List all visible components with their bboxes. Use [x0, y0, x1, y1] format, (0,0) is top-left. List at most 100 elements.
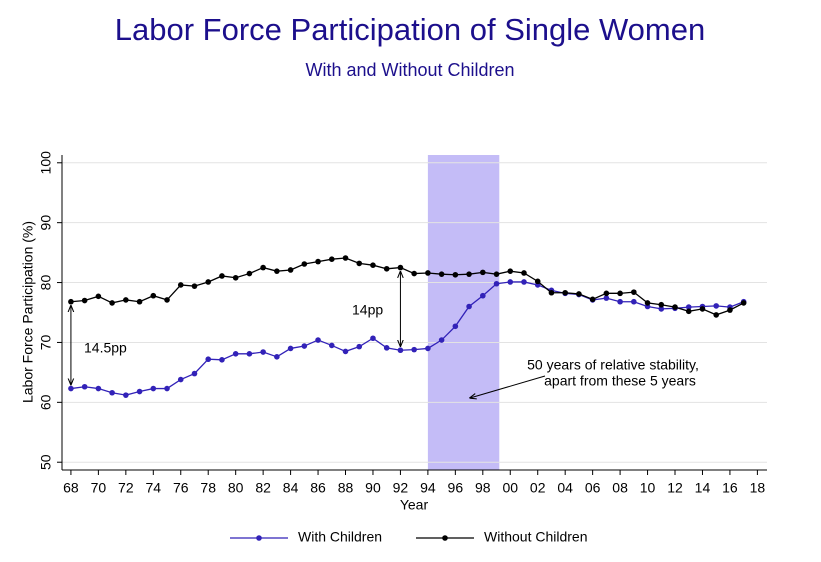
data-point: [136, 298, 143, 305]
series-line: [70, 257, 744, 316]
x-tick-label: 08: [612, 480, 628, 496]
data-point: [493, 271, 500, 277]
data-point: [109, 389, 115, 396]
data-point: [713, 303, 720, 309]
x-tick-label: 80: [228, 480, 244, 496]
data-point: [685, 304, 692, 310]
x-tick-label: 72: [118, 480, 134, 496]
x-tick-label: 70: [91, 480, 107, 496]
x-tick-label: 18: [750, 480, 766, 496]
data-point: [493, 280, 500, 287]
data-point: [507, 279, 514, 285]
data-point: [219, 273, 225, 279]
x-tick-label: 84: [283, 480, 299, 496]
data-point: [328, 342, 335, 349]
annotation: apart from these 5 years: [544, 373, 696, 389]
data-point: [480, 269, 486, 276]
x-tick-label: 82: [255, 480, 271, 496]
x-tick-label: 74: [146, 480, 162, 496]
data-point: [232, 351, 239, 357]
data-point: [287, 345, 294, 352]
x-tick-label: 88: [338, 480, 354, 496]
data-point: [617, 290, 623, 297]
x-tick-label: 04: [557, 480, 573, 496]
data-point: [603, 295, 610, 301]
annotation: 14pp: [352, 302, 383, 318]
data-point: [109, 300, 115, 306]
data-point: [534, 278, 541, 285]
y-tick-label: 50: [38, 454, 54, 470]
x-tick-label: 76: [173, 480, 189, 496]
x-tick-label: 10: [640, 480, 656, 496]
data-point: [136, 388, 143, 395]
data-point: [425, 345, 431, 352]
legend-marker: [256, 535, 262, 541]
data-point: [177, 282, 184, 288]
chart-subtitle: With and Without Children: [305, 60, 514, 80]
x-tick-label: 96: [448, 480, 464, 496]
data-point: [191, 283, 198, 289]
data-point: [260, 264, 266, 271]
data-point: [260, 349, 266, 355]
data-point: [246, 351, 253, 357]
data-point: [342, 348, 349, 355]
data-point: [521, 279, 527, 285]
data-point: [164, 385, 170, 392]
data-point: [589, 296, 596, 303]
data-point: [603, 290, 610, 297]
data-point: [246, 270, 253, 277]
data-point: [740, 300, 747, 306]
data-point: [274, 354, 280, 360]
data-point: [301, 261, 308, 267]
data-point: [370, 335, 376, 342]
data-point: [287, 267, 294, 273]
annotation-arrow: [470, 375, 546, 398]
data-point: [713, 312, 720, 318]
data-point: [274, 268, 280, 274]
data-point: [205, 356, 212, 363]
annotation: 14.5pp: [84, 340, 127, 356]
data-point: [219, 357, 225, 363]
data-point: [452, 323, 459, 330]
data-point: [727, 307, 733, 313]
data-point: [521, 270, 527, 276]
x-tick-label: 92: [393, 480, 409, 496]
data-point: [383, 265, 390, 272]
data-point: [177, 376, 184, 383]
data-point: [411, 270, 417, 277]
x-tick-label: 06: [585, 480, 601, 496]
data-point: [301, 343, 308, 349]
data-point: [672, 304, 678, 310]
data-point: [617, 298, 623, 305]
y-tick-label: 100: [38, 151, 54, 175]
data-point: [397, 264, 404, 271]
data-point: [658, 306, 665, 312]
data-point: [356, 343, 363, 350]
data-point: [466, 271, 472, 277]
data-point: [356, 260, 363, 267]
data-point: [548, 289, 555, 296]
data-point: [370, 262, 376, 268]
data-point: [315, 337, 321, 343]
shaded-region: [427, 155, 500, 470]
data-point: [191, 370, 198, 377]
data-point: [68, 298, 74, 305]
chart-title: Labor Force Participation of Single Wome…: [115, 12, 705, 47]
data-point: [68, 385, 74, 392]
data-point: [81, 383, 88, 390]
data-point: [315, 258, 321, 265]
data-point: [95, 293, 102, 300]
data-point: [685, 308, 692, 315]
data-point: [438, 271, 445, 277]
data-point: [425, 270, 431, 276]
data-point: [205, 279, 212, 285]
data-point: [411, 346, 417, 353]
data-point: [328, 256, 335, 263]
y-tick-label: 70: [38, 334, 54, 350]
x-tick-label: 16: [722, 480, 738, 496]
x-tick-label: 12: [667, 480, 683, 496]
data-point: [480, 292, 486, 299]
x-axis-label: Year: [400, 497, 429, 513]
